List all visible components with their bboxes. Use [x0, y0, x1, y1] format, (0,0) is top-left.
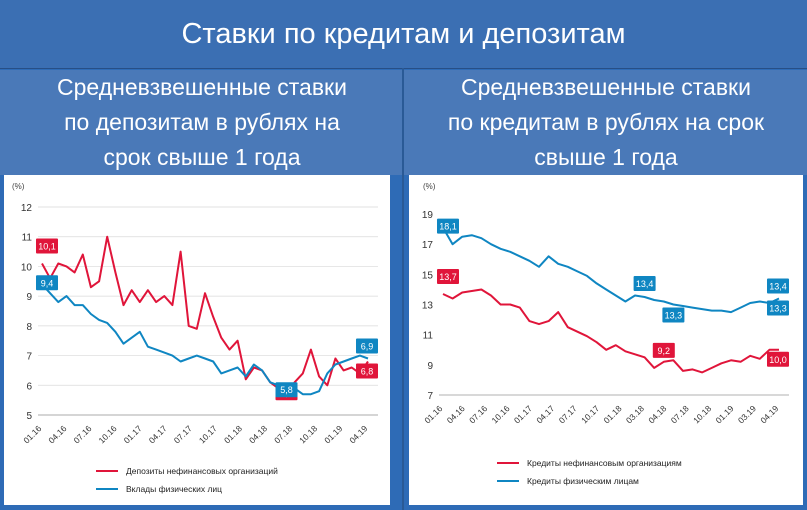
data-label: 10,1: [38, 241, 56, 251]
y-tick-label: 12: [21, 203, 33, 214]
y-tick-label: 7: [427, 391, 433, 402]
data-label-box: [437, 268, 459, 284]
x-tick-label: 01.16: [21, 423, 43, 445]
data-label: 18,1: [439, 222, 457, 232]
data-label-box: [356, 363, 378, 379]
right-subtitle-line-1: Средневзвешенные ставки: [461, 74, 751, 100]
series-line-red: [442, 288, 779, 374]
x-tick-label: 01.17: [122, 423, 144, 445]
y-tick-label: 9: [26, 292, 32, 303]
y-tick-label: 5: [26, 411, 32, 422]
legend-label: Кредиты физическим лицам: [527, 476, 639, 486]
y-tick-label: 7: [26, 352, 32, 363]
x-tick-label: 07.17: [557, 403, 579, 425]
data-label: 9,2: [658, 346, 671, 356]
x-tick-label: 03.19: [736, 403, 758, 425]
y-tick-label: 6: [26, 381, 32, 392]
x-tick-label: 10.16: [97, 423, 119, 445]
data-label-box: [767, 351, 789, 367]
left-subtitle-line-1: Средневзвешенные ставки: [57, 74, 347, 100]
x-tick-label: 10.17: [579, 403, 601, 425]
series-line-red: [41, 235, 369, 396]
data-label-box: [356, 338, 378, 354]
data-label-box: [36, 275, 58, 291]
data-label: 5,8: [280, 385, 293, 395]
data-label-box: [767, 300, 789, 316]
x-tick-label: 04.17: [147, 423, 169, 445]
x-tick-label: 10.16: [489, 403, 511, 425]
legend-label: Вклады физических лиц: [126, 484, 222, 494]
data-label: 6,9: [361, 342, 374, 352]
data-label: 13,3: [665, 311, 683, 321]
y-unit-label: (%): [423, 182, 436, 191]
x-tick-label: 10.17: [197, 423, 219, 445]
y-tick-label: 17: [422, 240, 434, 251]
data-label: 13,3: [769, 304, 787, 314]
data-label-box: [652, 342, 675, 358]
y-tick-label: 19: [422, 210, 434, 221]
x-tick-label: 07.16: [467, 403, 489, 425]
x-tick-label: 10.18: [297, 423, 319, 445]
data-label-box: [437, 218, 459, 234]
x-tick-label: 07.17: [172, 423, 194, 445]
legend-label: Кредиты нефинансовым организациям: [527, 458, 682, 468]
y-tick-label: 15: [422, 270, 434, 281]
y-tick-label: 13: [422, 301, 434, 312]
x-tick-label: 01.17: [512, 403, 534, 425]
y-tick-label: 9: [427, 361, 433, 372]
page-title: Ставки по кредитам и депозитам: [0, 0, 807, 69]
x-tick-label: 04.16: [445, 403, 467, 425]
loan-rates-chart: (%) 7 9 11 13 15 17 19 01.16 04.16 07.16 10.16 01.17…: [422, 182, 789, 486]
data-label: 13,4: [769, 282, 787, 292]
y-tick-label: 10: [21, 262, 33, 273]
x-tick-label: 04.19: [347, 423, 369, 445]
x-tick-label: 01.19: [713, 403, 735, 425]
series-line-blue: [442, 227, 780, 314]
x-tick-label: 04.16: [46, 423, 68, 445]
x-tick-label: 07.18: [669, 403, 691, 425]
x-tick-label: 01.16: [422, 403, 444, 425]
y-unit-label: (%): [12, 182, 25, 191]
data-label-box: [662, 307, 685, 323]
x-tick-label: 10.18: [691, 403, 713, 425]
left-subtitle-line-2: по депозитам в рублях на: [64, 109, 340, 135]
right-subtitle-line-2: по кредитам в рублях на срок: [447, 109, 765, 135]
loan-rates-chart-panel: (%) 7 9 11 13 15 17 19 01.16 04.16 07.16 10.16 01.17…: [409, 175, 803, 505]
x-tick-label: 04.18: [247, 423, 269, 445]
series-line-blue: [41, 283, 369, 396]
x-tick-label: 04.17: [534, 403, 556, 425]
right-chart-subtitle: Средневзвешенные ставки по кредитам в ру…: [404, 70, 807, 175]
data-label-box: [36, 238, 58, 254]
x-tick-label: 04.19: [758, 403, 780, 425]
x-tick-label: 07.18: [272, 423, 294, 445]
left-chart-subtitle: Средневзвешенные ставки по депозитам в р…: [0, 70, 404, 175]
x-tick-label: 04.18: [646, 403, 668, 425]
y-tick-label: 8: [26, 322, 32, 333]
column-divider: [402, 68, 404, 510]
y-tick-label: 11: [22, 233, 33, 244]
data-label: 6,8: [361, 367, 374, 377]
x-tick-label: 07.16: [71, 423, 93, 445]
deposit-rates-chart-panel: (%) 5 6 7 8 9 10 11 12 01.16 04.16 07.16 10.16 01.17 0…: [4, 175, 390, 505]
data-label-box: [767, 278, 789, 294]
x-tick-label: 03.18: [624, 403, 646, 425]
data-label: 9,4: [41, 278, 54, 288]
data-label: 13,7: [439, 272, 457, 282]
y-tick-label: 11: [423, 331, 434, 342]
data-label: 10,0: [769, 355, 787, 365]
legend-label: Депозиты нефинансовых организаций: [126, 466, 278, 476]
x-tick-label: 01.19: [322, 423, 344, 445]
x-tick-label: 01.18: [222, 423, 244, 445]
left-subtitle-line-3: срок свыше 1 года: [103, 144, 301, 170]
data-label: 13,4: [636, 279, 654, 289]
data-label-box: [633, 276, 656, 291]
x-tick-label: 01.18: [601, 403, 623, 425]
data-label-box: [275, 382, 298, 398]
right-subtitle-line-3: свыше 1 года: [534, 144, 678, 170]
